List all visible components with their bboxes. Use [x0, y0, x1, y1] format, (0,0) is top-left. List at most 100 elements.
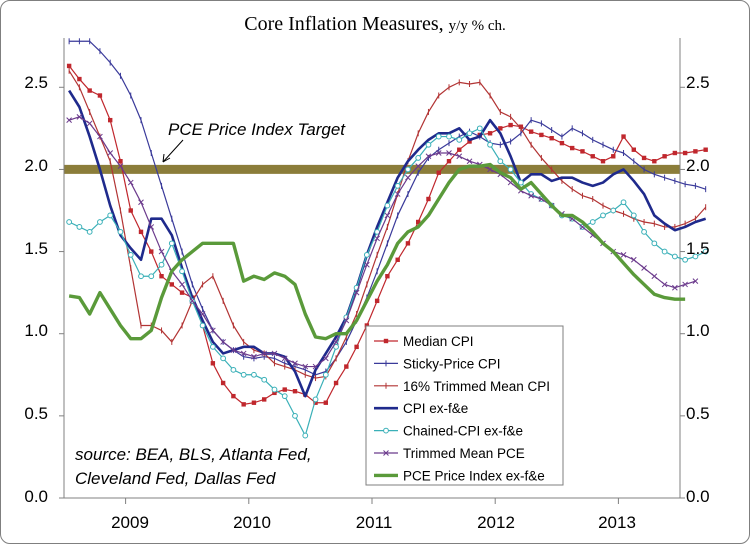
data-point	[149, 249, 154, 254]
data-point	[600, 212, 606, 219]
legend-item: PCE Price Index ex-f&e	[374, 468, 545, 483]
data-point	[118, 159, 123, 164]
data-point	[189, 298, 196, 304]
year-label: 2010	[233, 513, 271, 532]
data-point	[138, 229, 144, 235]
data-point	[343, 317, 350, 324]
data-point	[199, 311, 206, 317]
left-tick-label: 1.5	[24, 239, 48, 258]
data-point	[435, 133, 442, 140]
data-point	[282, 387, 287, 392]
data-point	[87, 88, 92, 93]
data-point	[241, 402, 246, 407]
data-point	[466, 130, 473, 137]
data-point	[590, 154, 595, 159]
data-point	[620, 199, 627, 206]
data-point	[539, 132, 544, 138]
data-point	[169, 282, 174, 287]
right-tick-label: 1.5	[686, 239, 710, 258]
data-point	[281, 355, 288, 362]
chart-subtitle: y/y % ch.	[449, 18, 506, 34]
data-point	[97, 133, 103, 140]
data-point	[302, 432, 309, 439]
data-point	[446, 150, 452, 156]
legend-item: 16% Trimmed Mean CPI	[374, 379, 550, 394]
data-point	[66, 219, 73, 225]
data-point	[292, 389, 298, 394]
year-label: 2011	[356, 513, 393, 532]
data-point	[364, 261, 370, 268]
data-point	[261, 376, 268, 383]
legend-label: Chained-CPI ex-f&e	[403, 424, 523, 439]
data-point	[240, 371, 247, 378]
data-point	[682, 281, 688, 288]
data-point	[117, 228, 124, 235]
data-point	[281, 393, 288, 400]
data-point	[220, 355, 227, 362]
data-point	[107, 212, 114, 219]
data-point	[589, 219, 596, 225]
data-point	[487, 131, 493, 136]
data-point	[611, 154, 616, 159]
data-point	[148, 224, 155, 230]
right-tick-label: 0.0	[686, 487, 710, 506]
data-point	[302, 363, 309, 370]
right-tick-label: 2.5	[686, 73, 710, 92]
data-point	[138, 199, 144, 206]
data-point	[292, 412, 298, 419]
source-note-line-2: Cleveland Fed, Dallas Fed	[75, 469, 276, 488]
data-point	[467, 139, 472, 144]
data-point	[86, 228, 93, 235]
data-point	[179, 281, 185, 288]
year-label: 2012	[477, 513, 515, 532]
data-point	[168, 240, 175, 247]
legend-box	[365, 325, 564, 486]
data-point	[416, 219, 421, 225]
data-point	[158, 248, 165, 255]
data-point	[363, 251, 370, 258]
data-point	[138, 273, 144, 280]
legend: Median CPI Sticky-Price CPI 16% Trimmed Me…	[365, 325, 564, 486]
data-point	[148, 273, 155, 280]
legend-label: PCE Price Index ex-f&e	[403, 468, 545, 483]
data-point	[671, 253, 678, 260]
legend-item: Median CPI	[374, 334, 474, 349]
data-point	[127, 179, 134, 186]
data-point	[631, 147, 636, 152]
data-point	[528, 192, 534, 199]
data-point	[127, 251, 134, 258]
source-note-line-1: source: BEA, BLS, Atlanta Fed,	[75, 445, 312, 464]
data-point	[456, 136, 463, 143]
series-4	[66, 125, 709, 439]
data-point	[641, 265, 647, 271]
legend-item: Chained-CPI ex-f&e	[374, 424, 523, 439]
data-point	[312, 363, 319, 370]
target-pointer-line	[162, 139, 184, 163]
data-point	[426, 196, 431, 202]
data-point	[322, 355, 329, 362]
legend-marker	[383, 427, 389, 434]
data-point	[354, 344, 359, 350]
chart-title-main: Core Inflation Measures	[244, 13, 439, 35]
data-point	[230, 347, 237, 353]
legend-label: 16% Trimmed Mean CPI	[403, 379, 550, 394]
data-point	[313, 400, 318, 405]
data-point	[385, 274, 390, 279]
data-point	[230, 366, 237, 373]
x-axis-labels: 2009 2010 2011 2012 2013	[111, 513, 636, 532]
data-point	[77, 76, 82, 82]
legend-item: Trimmed Mean PCE	[374, 446, 525, 461]
data-point	[312, 396, 319, 403]
data-point	[344, 364, 349, 369]
data-point	[394, 191, 401, 197]
data-point	[693, 149, 698, 154]
data-point	[374, 298, 380, 304]
target-label: PCE Price Index Target	[168, 120, 346, 139]
left-tick-label: 2.0	[24, 156, 48, 175]
right-tick-label: 1.0	[686, 321, 710, 340]
data-point	[210, 327, 216, 334]
data-point	[209, 343, 216, 350]
data-point	[272, 390, 277, 396]
data-point	[66, 63, 72, 69]
